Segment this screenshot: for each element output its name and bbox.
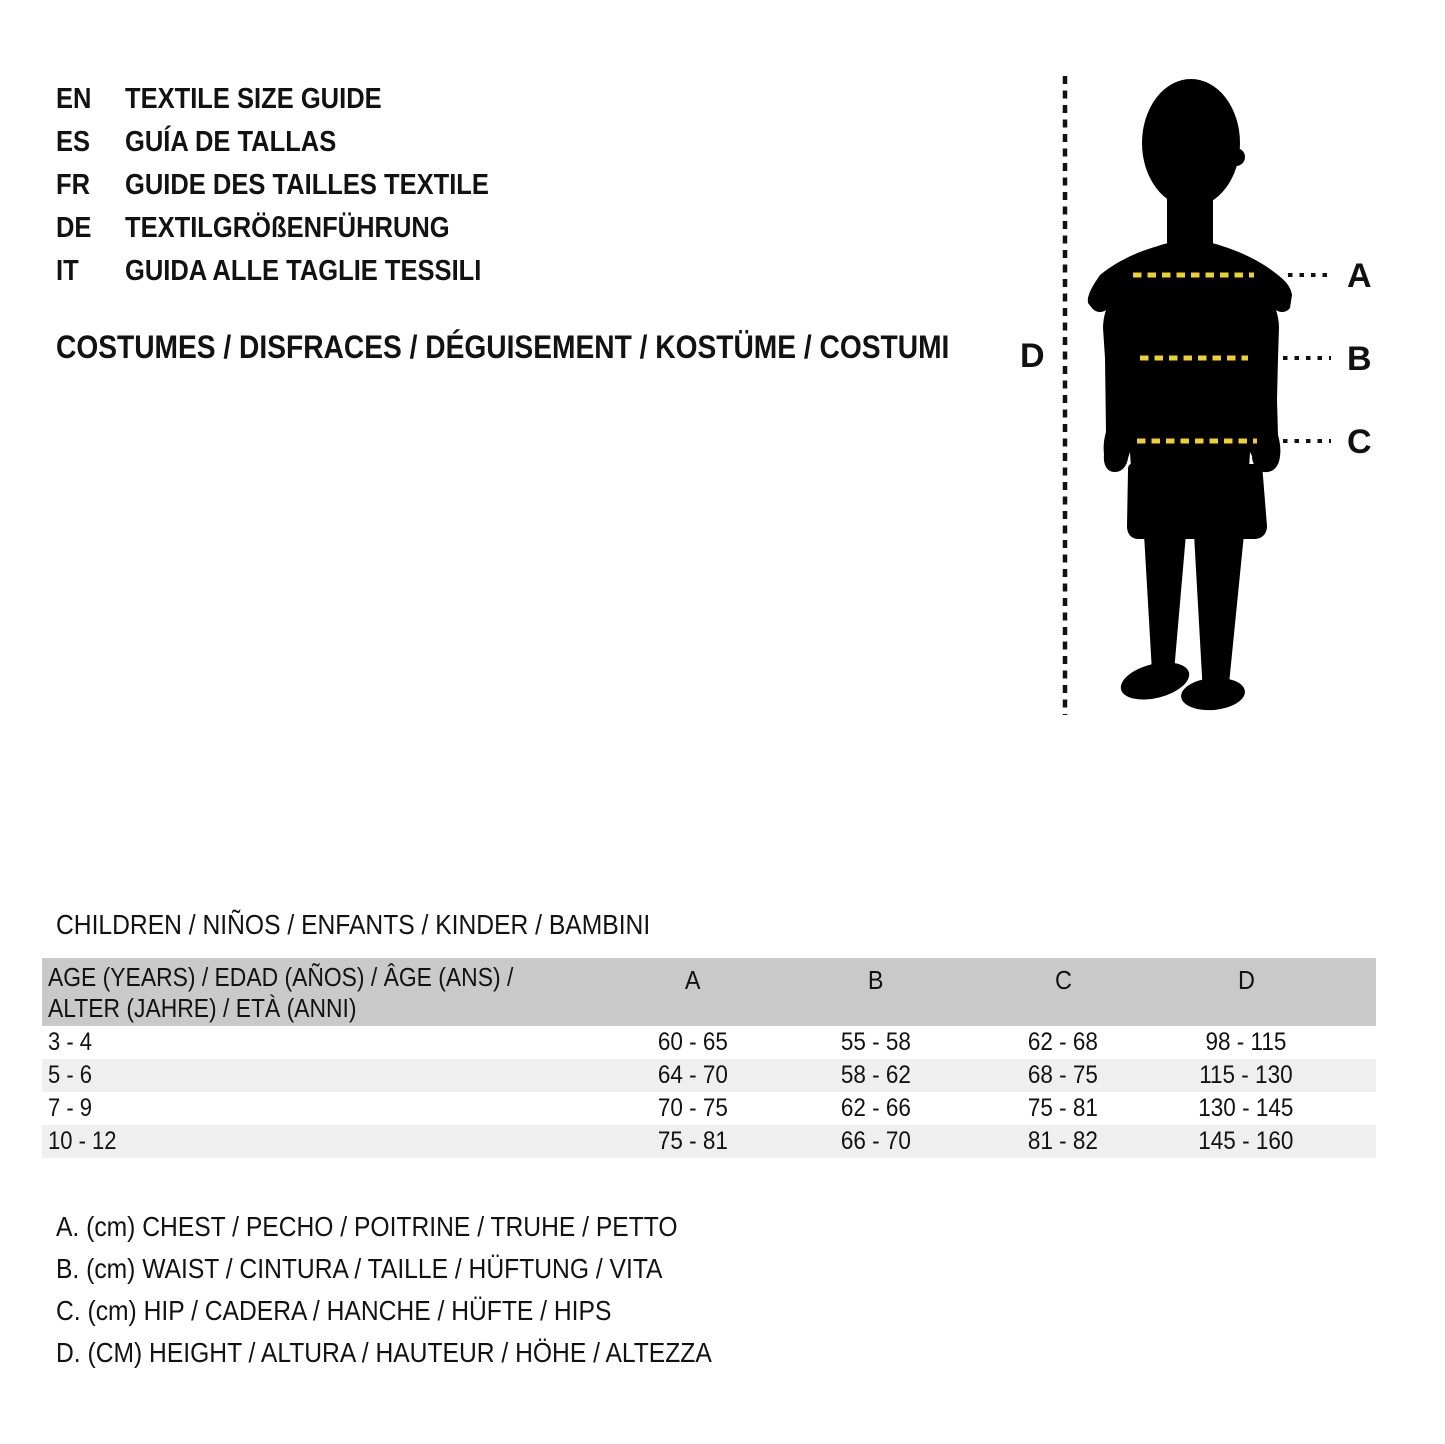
value-cell-b: 58 - 62 xyxy=(840,1061,912,1089)
value-cell-c: 68 - 75 xyxy=(1027,1061,1099,1089)
column-header-a: A xyxy=(685,965,701,995)
value-cell-a: 60 - 65 xyxy=(657,1028,729,1056)
language-row-de: DE TEXTILGRÖßENFÜHRUNG xyxy=(56,207,539,250)
value-cell-c: 62 - 68 xyxy=(1027,1028,1099,1056)
category-heading: COSTUMES / DISFRACES / DÉGUISEMENT / KOS… xyxy=(56,329,950,365)
language-row-fr: FR GUIDE DES TAILLES TEXTILE xyxy=(56,164,539,207)
value-cell-b: 55 - 58 xyxy=(840,1028,912,1056)
table-row: 7 - 9 70 - 75 62 - 66 75 - 81 130 - 145 xyxy=(42,1092,1376,1125)
silhouette-shirt-and-arms xyxy=(1087,240,1292,485)
value-cell-b: 62 - 66 xyxy=(840,1094,912,1122)
age-cell: 10 - 12 xyxy=(48,1127,117,1155)
child-silhouette-figure: D A B C xyxy=(1020,76,1372,715)
language-code: IT xyxy=(56,255,79,287)
guide-title-it: GUIDA ALLE TAGLIE TESSILI xyxy=(125,255,482,287)
age-cell: 3 - 4 xyxy=(48,1028,93,1056)
size-table: AGE (YEARS) / EDAD (AÑOS) / ÂGE (ANS) / … xyxy=(42,958,1376,1158)
measure-label-c: C xyxy=(1347,423,1372,461)
measure-label-a: A xyxy=(1347,257,1372,295)
age-column-header: AGE (YEARS) / EDAD (AÑOS) / ÂGE (ANS) / … xyxy=(48,962,514,1023)
silhouette-neck xyxy=(1167,172,1213,250)
age-cell: 7 - 9 xyxy=(48,1094,93,1122)
child-silhouette xyxy=(1087,79,1292,711)
measurement-legend: A. (cm) CHEST / PECHO / POITRINE / TRUHE… xyxy=(56,1206,801,1374)
language-code: ES xyxy=(56,126,91,158)
silhouette-right-shoe xyxy=(1181,677,1245,711)
value-cell-c: 75 - 81 xyxy=(1027,1094,1099,1122)
language-row-it: IT GUIDA ALLE TAGLIE TESSILI xyxy=(56,250,539,293)
age-cell: 5 - 6 xyxy=(48,1061,93,1089)
measure-label-d: D xyxy=(1020,337,1045,375)
table-row: 5 - 6 64 - 70 58 - 62 68 - 75 115 - 130 xyxy=(42,1059,1376,1092)
guide-title-es: GUÍA DE TALLAS xyxy=(125,126,337,158)
legend-line-waist: B. (cm) WAIST / CINTURA / TAILLE / HÜFTU… xyxy=(56,1253,663,1284)
value-cell-a: 64 - 70 xyxy=(657,1061,729,1089)
language-row-es: ES GUÍA DE TALLAS xyxy=(56,121,539,164)
value-cell-c: 81 - 82 xyxy=(1027,1127,1099,1155)
section-title-children: CHILDREN / NIÑOS / ENFANTS / KINDER / BA… xyxy=(56,909,651,940)
guide-title-de: TEXTILGRÖßENFÜHRUNG xyxy=(125,212,450,244)
legend-line-chest: A. (cm) CHEST / PECHO / POITRINE / TRUHE… xyxy=(56,1211,678,1242)
value-cell-d: 130 - 145 xyxy=(1198,1094,1294,1122)
language-code: DE xyxy=(56,212,92,244)
table-row: 10 - 12 75 - 81 66 - 70 81 - 82 145 - 16… xyxy=(42,1125,1376,1158)
legend-line-height: D. (CM) HEIGHT / ALTURA / HAUTEUR / HÖHE… xyxy=(56,1337,712,1368)
guide-title-en: TEXTILE SIZE GUIDE xyxy=(125,83,382,115)
value-cell-d: 115 - 130 xyxy=(1199,1061,1293,1089)
legend-line-hip: C. (cm) HIP / CADERA / HANCHE / HÜFTE / … xyxy=(56,1295,612,1326)
guide-title-fr: GUIDE DES TAILLES TEXTILE xyxy=(125,169,489,201)
value-cell-d: 145 - 160 xyxy=(1198,1127,1294,1155)
table-row: 3 - 4 60 - 65 55 - 58 62 - 68 98 - 115 xyxy=(42,1026,1376,1059)
silhouette-ear xyxy=(1227,148,1245,166)
measurement-figure: D A B C xyxy=(1000,60,1445,730)
silhouette-shorts xyxy=(1127,464,1267,539)
language-code: FR xyxy=(56,169,91,201)
language-code: EN xyxy=(56,83,92,115)
language-title-list: EN TEXTILE SIZE GUIDE ES GUÍA DE TALLAS … xyxy=(56,78,539,293)
value-cell-d: 98 - 115 xyxy=(1205,1028,1287,1056)
column-header-d: D xyxy=(1237,965,1255,995)
column-header-b: B xyxy=(868,965,884,995)
language-row-en: EN TEXTILE SIZE GUIDE xyxy=(56,78,539,121)
value-cell-a: 75 - 81 xyxy=(657,1127,729,1155)
value-cell-b: 66 - 70 xyxy=(840,1127,912,1155)
silhouette-right-leg xyxy=(1194,534,1244,694)
silhouette-left-shoe xyxy=(1120,662,1190,700)
size-table-header: AGE (YEARS) / EDAD (AÑOS) / ÂGE (ANS) / … xyxy=(42,958,1376,1026)
silhouette-left-leg xyxy=(1144,534,1186,672)
measure-label-b: B xyxy=(1347,340,1372,378)
silhouette-head xyxy=(1142,79,1240,207)
column-header-c: C xyxy=(1054,965,1072,995)
value-cell-a: 70 - 75 xyxy=(657,1094,729,1122)
